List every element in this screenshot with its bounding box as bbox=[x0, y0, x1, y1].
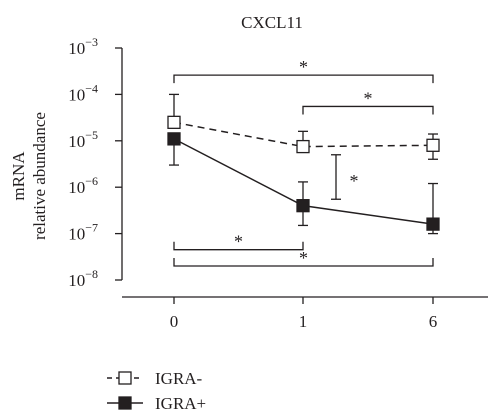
y-tick-exponent: −7 bbox=[85, 221, 98, 235]
y-tick-label: 10−7 bbox=[68, 221, 98, 244]
x-tick-label: 0 bbox=[170, 312, 179, 331]
significance-bracket bbox=[173, 241, 304, 251]
igra-plus-legend-label: IGRA+ bbox=[155, 394, 206, 413]
x-tick-label: 1 bbox=[299, 312, 308, 331]
y-tick-label: 10−3 bbox=[68, 35, 98, 58]
igra-minus-marker bbox=[296, 139, 310, 154]
significance-bracket bbox=[173, 258, 434, 267]
igra-minus-line bbox=[173, 121, 434, 148]
y-tick-label: 10−4 bbox=[68, 81, 98, 104]
y-tick-exponent: −3 bbox=[85, 35, 98, 49]
y-tick-label: 10−5 bbox=[68, 128, 98, 151]
y-tick-exponent: −5 bbox=[85, 128, 98, 142]
tick-labels: 10−8 10−7 10−6 10−5 10−4 10−3 0 1 6 bbox=[68, 35, 437, 331]
igra-plus-legend-marker bbox=[118, 396, 132, 410]
y-axis-label-line2: relative abundance bbox=[30, 112, 49, 240]
significance-annotations: * * * * * bbox=[173, 57, 434, 268]
igra-minus-legend-label: IGRA- bbox=[155, 369, 203, 388]
significance-label: * bbox=[364, 88, 373, 108]
chart-title: CXCL11 bbox=[241, 13, 303, 32]
y-tick-exponent: −6 bbox=[85, 174, 98, 188]
significance-bracket bbox=[173, 74, 434, 84]
significance-label: * bbox=[350, 171, 359, 191]
igra-plus-marker bbox=[167, 132, 181, 146]
y-tick-exponent: −4 bbox=[85, 81, 98, 95]
axes bbox=[115, 47, 488, 304]
igra-minus-marker bbox=[167, 115, 181, 129]
igra-minus-legend-marker bbox=[118, 371, 132, 385]
legend: IGRA- IGRA+ bbox=[107, 369, 206, 413]
significance-label: * bbox=[299, 248, 308, 268]
significance-label: * bbox=[299, 57, 308, 77]
significance-bracket bbox=[302, 105, 434, 115]
significance-label: * bbox=[234, 232, 243, 252]
y-tick-label: 10−6 bbox=[68, 174, 98, 197]
y-tick-label: 10−8 bbox=[68, 267, 98, 290]
y-axis-label-line1: mRNA bbox=[9, 151, 28, 201]
igra-plus-marker bbox=[296, 199, 310, 213]
y-tick-exponent: −8 bbox=[85, 267, 98, 281]
igra-minus-marker bbox=[426, 138, 440, 152]
igra-plus-marker bbox=[426, 217, 440, 231]
data-series bbox=[167, 93, 440, 235]
x-tick-label: 6 bbox=[429, 312, 438, 331]
